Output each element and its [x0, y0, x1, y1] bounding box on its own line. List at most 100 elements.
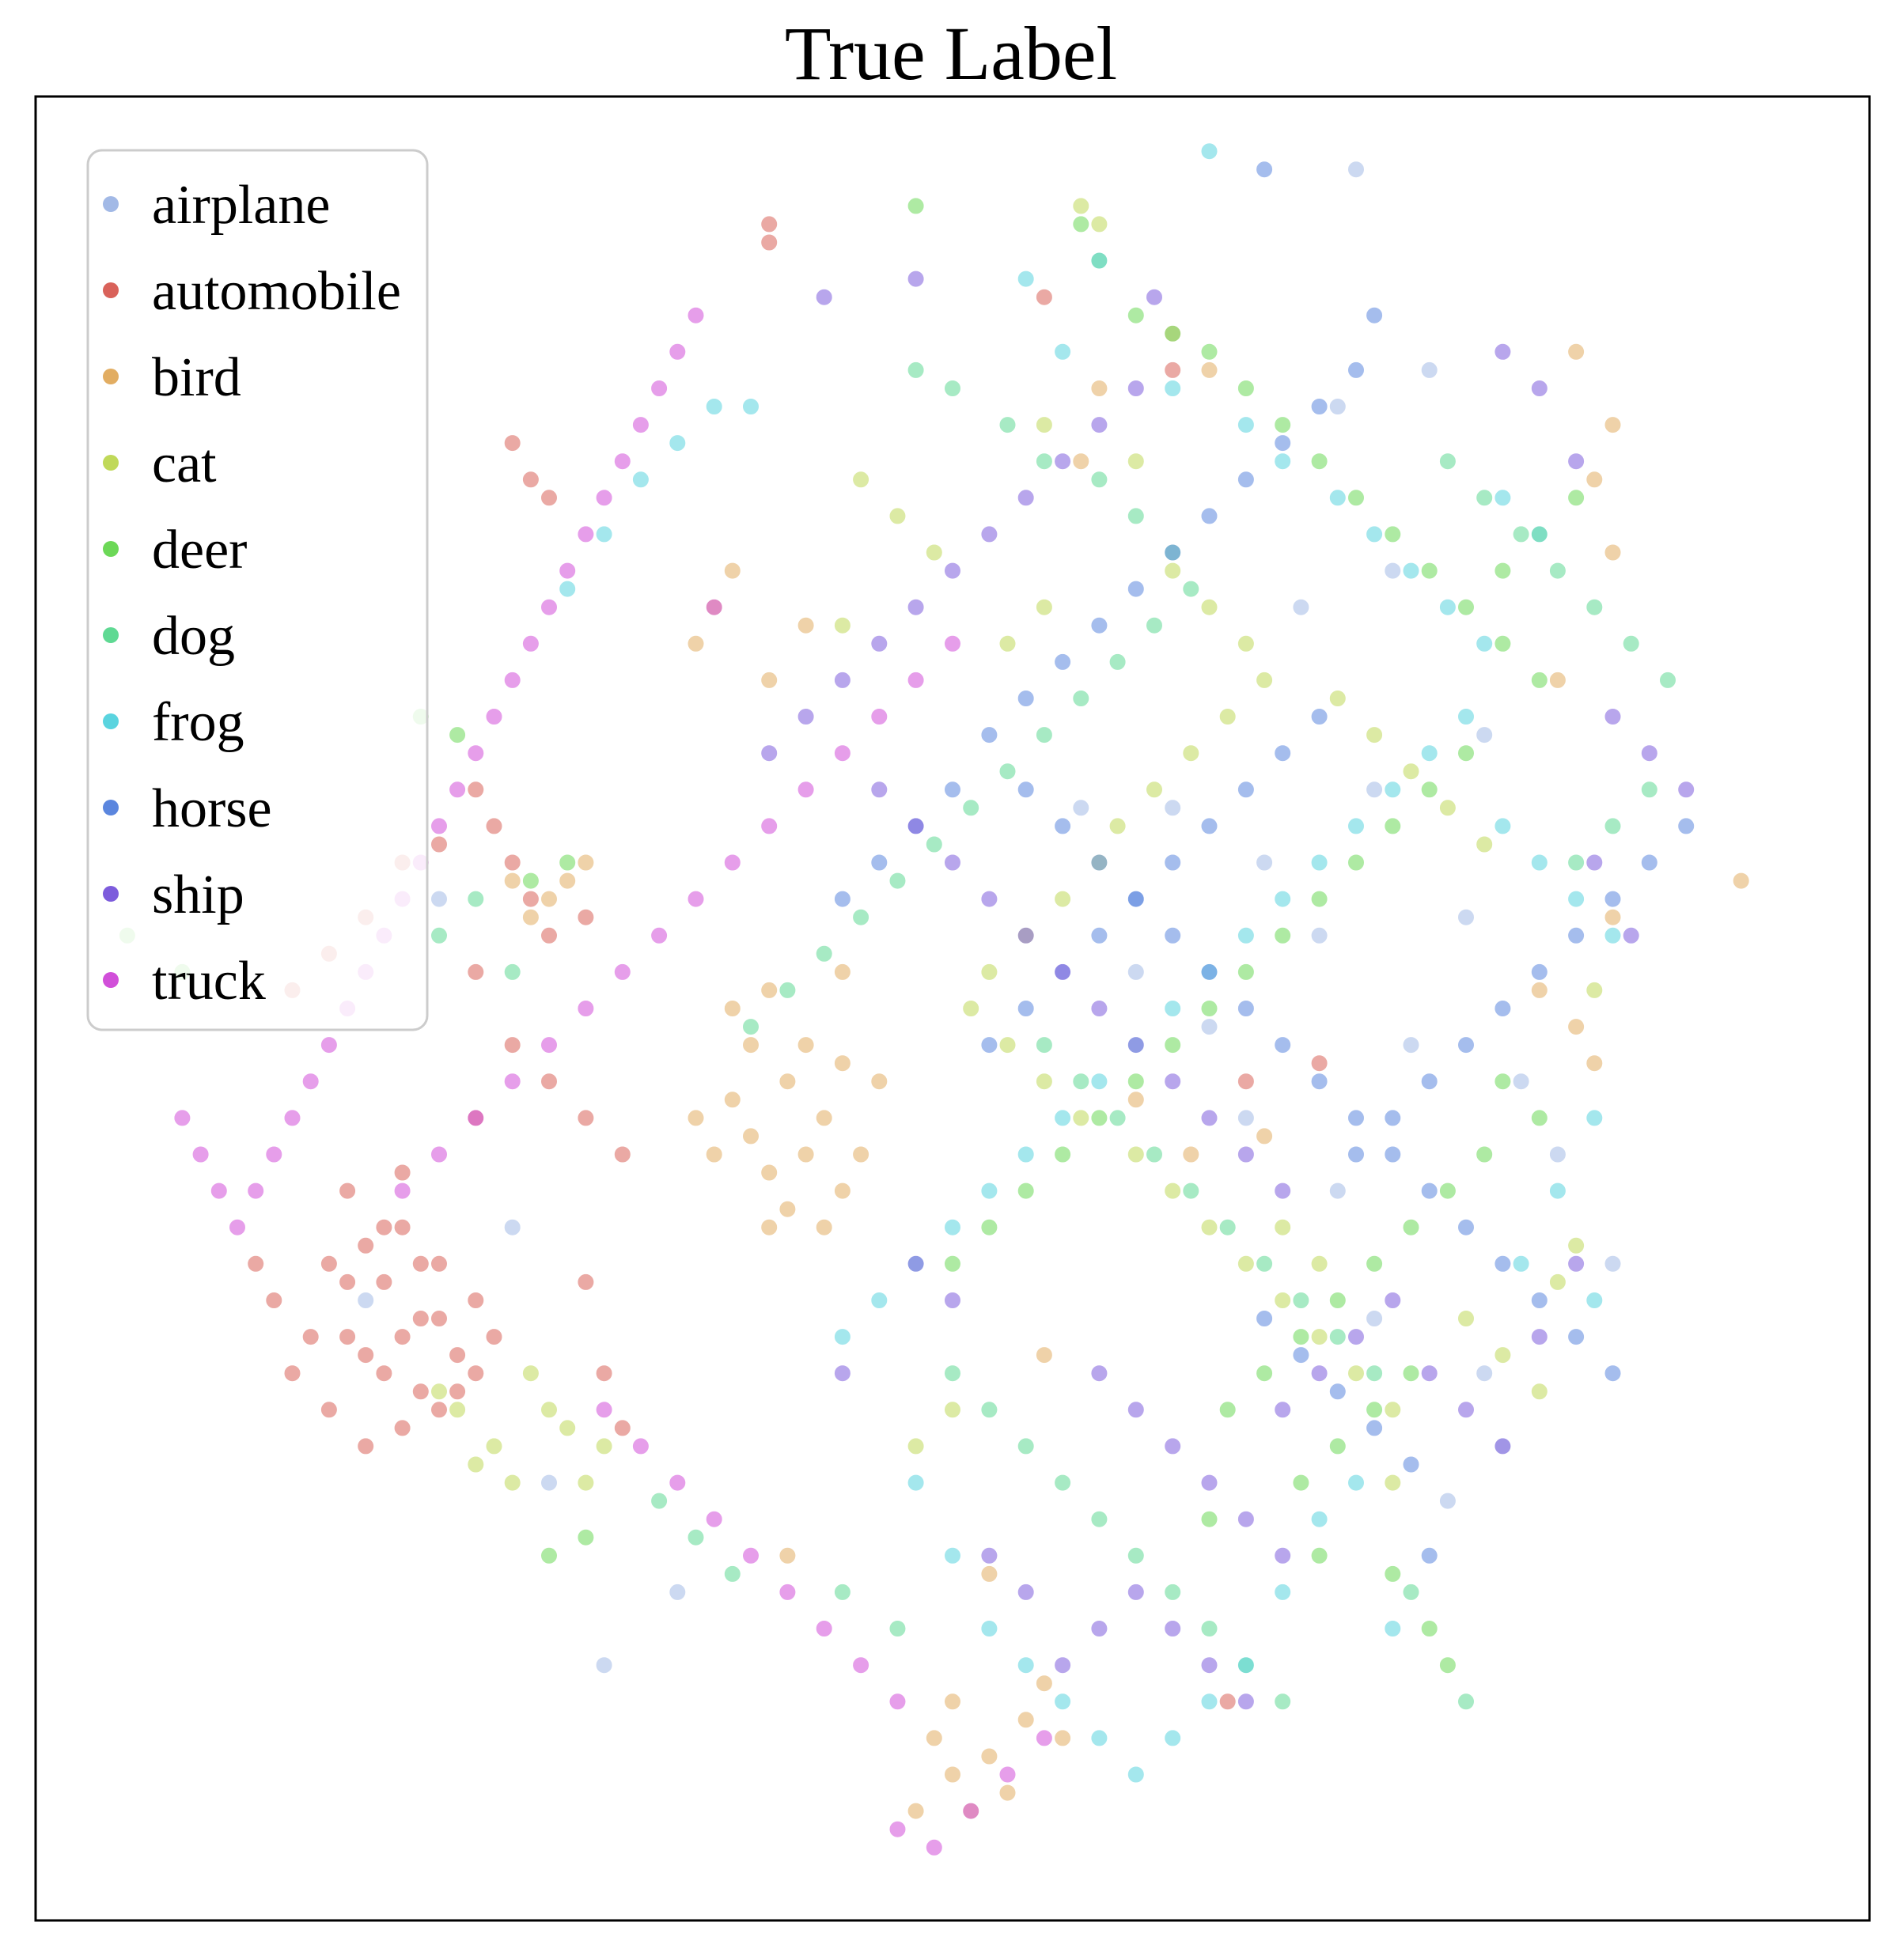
point-bird-30: [521, 907, 540, 927]
point-airplane-19: [1328, 1181, 1347, 1201]
point-deer-47: [576, 1527, 596, 1547]
point-cat-8: [1218, 707, 1237, 726]
point-cat-18: [1034, 1072, 1054, 1092]
point-frog-26: [943, 1217, 962, 1237]
point-frog-47: [943, 1546, 962, 1565]
point-deer-43: [521, 871, 540, 891]
point-deer-39: [1218, 1400, 1237, 1420]
point-deer-16: [1419, 780, 1439, 800]
point-frog-41: [631, 470, 650, 490]
point-bird-59: [778, 1546, 797, 1565]
point-ship-1: [906, 269, 926, 289]
legend-label-deer: deer: [152, 520, 247, 581]
point-automobile-8: [448, 1345, 468, 1365]
point-bird-13: [814, 1217, 834, 1237]
legend-label-ship: ship: [152, 865, 244, 925]
point-deer-24: [1126, 1072, 1146, 1092]
point-automobile-57: [576, 907, 596, 927]
legend-label-bird: bird: [152, 347, 241, 408]
point-automobile-27: [430, 1400, 449, 1420]
legend-marker-deer: [103, 541, 119, 557]
point-dog-42: [1511, 524, 1531, 544]
point-dog-41: [1475, 488, 1495, 508]
point-automobile-28: [338, 1181, 358, 1201]
point-ship-33: [1163, 1619, 1183, 1638]
point-dog-8: [1145, 615, 1164, 635]
point-truck-56: [704, 1509, 724, 1529]
point-bird-34: [576, 853, 596, 872]
point-bird-9: [796, 1035, 816, 1055]
point-truck-28: [686, 305, 706, 325]
point-horse-17: [1163, 925, 1183, 945]
point-deer-48: [1199, 1509, 1219, 1529]
point-airplane-6: [1365, 780, 1385, 800]
point-frog-15: [1347, 816, 1366, 836]
point-horse-10: [1053, 652, 1073, 672]
point-airplane-4: [1291, 597, 1311, 617]
point-deer-58: [1291, 1473, 1311, 1493]
point-bird-37: [722, 561, 742, 581]
point-automobile-34: [540, 925, 559, 945]
point-deer-52: [1567, 488, 1586, 508]
point-bird-49: [1585, 1054, 1604, 1073]
point-deer-36: [1328, 1291, 1347, 1310]
point-ship-41: [1529, 379, 1549, 398]
point-truck-0: [172, 1108, 192, 1128]
point-automobile-38: [760, 214, 779, 234]
legend-box: [86, 149, 429, 1031]
point-automobile-49: [612, 1145, 632, 1164]
point-dog-53: [650, 1491, 669, 1511]
point-truck-17: [484, 707, 504, 726]
point-dog-56: [832, 1582, 852, 1602]
point-deer-20: [1273, 925, 1293, 945]
point-frog-35: [1603, 925, 1623, 945]
point-bird-41: [1603, 543, 1623, 562]
point-dog-58: [1401, 1582, 1421, 1602]
point-truck-55: [741, 1546, 760, 1565]
point-deer-54: [1493, 561, 1513, 581]
point-ship-8: [943, 561, 962, 581]
point-horse-38: [1383, 1108, 1403, 1128]
point-airplane-23: [594, 1655, 614, 1675]
point-cat-22: [1199, 1217, 1219, 1237]
point-truck-54: [778, 1582, 797, 1602]
point-dog-7: [1181, 579, 1201, 599]
point-ship-57: [943, 1291, 962, 1310]
legend-marker-automobile: [103, 282, 119, 298]
point-bird-35: [686, 634, 706, 653]
point-truck-52: [851, 1655, 871, 1675]
point-automobile-0: [356, 1235, 376, 1255]
point-ship-44: [1639, 744, 1659, 763]
point-frog-46: [906, 1473, 926, 1493]
point-cat-35: [484, 1436, 504, 1456]
point-frog-40: [594, 524, 614, 544]
point-bird-25: [1016, 1710, 1036, 1730]
point-airplane-15: [1255, 853, 1275, 872]
point-automobile-56: [1309, 1054, 1329, 1073]
point-horse-23: [1383, 1145, 1403, 1164]
point-truck-3: [228, 1217, 247, 1237]
point-truck-42: [832, 744, 852, 763]
point-ship-59: [832, 1364, 852, 1383]
point-deer-18: [1347, 853, 1366, 872]
point-cat-28: [943, 1400, 962, 1420]
point-bird-46: [1603, 907, 1623, 927]
point-bird-15: [722, 999, 742, 1018]
point-bird-38: [760, 670, 779, 690]
point-cat-3: [1126, 452, 1146, 471]
point-bird-57: [1034, 1345, 1054, 1365]
point-bird-16: [760, 980, 779, 1000]
point-deer-22: [1199, 999, 1219, 1018]
point-ship-2: [1145, 287, 1164, 307]
point-truck-19: [521, 634, 540, 653]
point-cat-44: [1567, 1235, 1586, 1255]
point-dog-47: [1639, 780, 1659, 800]
point-frog-29: [832, 1327, 852, 1347]
point-frog-39: [1585, 1291, 1604, 1310]
point-bird-55: [1181, 1145, 1201, 1164]
point-automobile-58: [1218, 1692, 1237, 1712]
point-truck-51: [888, 1692, 907, 1712]
point-horse-49: [979, 1035, 999, 1055]
point-horse-18: [1199, 962, 1219, 982]
